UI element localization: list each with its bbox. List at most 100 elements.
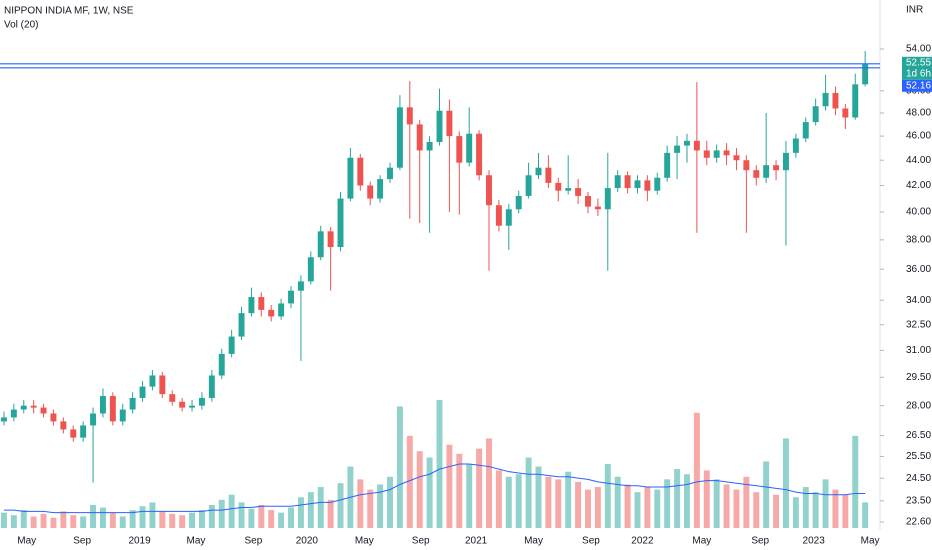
candle-body <box>377 179 384 199</box>
candle-body <box>119 409 126 422</box>
volume-bar <box>198 510 205 528</box>
price-label: 52.55 <box>906 57 931 68</box>
y-tick-label: 36.00 <box>906 264 931 275</box>
volume-bar <box>723 484 730 528</box>
price-label-box <box>902 67 932 80</box>
volume-bar <box>139 506 146 528</box>
candle-body <box>20 405 27 410</box>
volume-bar <box>169 513 176 528</box>
volume-bar <box>387 476 393 528</box>
candle-body <box>278 303 285 317</box>
volume-bar <box>604 464 611 528</box>
y-tick-label: 26.50 <box>906 430 931 441</box>
candle-body <box>624 175 631 189</box>
volume-bar <box>337 483 344 528</box>
candle-body <box>456 136 463 163</box>
x-tick-label: 2021 <box>465 536 488 547</box>
volume-bar <box>525 457 532 528</box>
candle-body <box>565 188 572 191</box>
volume-bar <box>268 510 275 528</box>
candle-body <box>0 417 7 422</box>
candle-body <box>159 375 166 395</box>
candle-body <box>70 429 77 438</box>
candle-body <box>307 257 314 282</box>
x-tick-label: Sep <box>412 536 430 547</box>
candle-body <box>505 209 512 226</box>
candle-body <box>10 409 17 418</box>
volume-bar <box>495 470 502 528</box>
volume-bar <box>664 479 671 528</box>
volume-bar <box>782 438 789 528</box>
candle-body <box>535 167 542 176</box>
candle-body <box>486 175 492 206</box>
volume-bar <box>713 479 720 528</box>
candle-body <box>436 110 443 143</box>
volume-bar <box>228 494 235 528</box>
x-tick-label: 2023 <box>803 536 826 547</box>
candle-body <box>129 397 136 410</box>
volume-bar <box>486 438 492 528</box>
price-label-box <box>902 56 932 69</box>
candle-body <box>832 92 839 109</box>
currency-label: INR <box>906 5 923 16</box>
volume-bar <box>832 489 839 528</box>
volume-bar <box>763 461 770 528</box>
candle-body <box>792 138 799 153</box>
candle-body <box>684 140 690 146</box>
volume-bar <box>189 512 196 528</box>
x-tick-label: Sep <box>751 536 769 547</box>
volume-bar <box>703 470 710 528</box>
volume-bar <box>288 507 294 528</box>
volume-bar <box>505 476 512 528</box>
candle-body <box>733 155 740 161</box>
x-tick-label: May <box>524 536 543 547</box>
y-tick-label: 28.00 <box>906 400 931 411</box>
volume-bar <box>40 513 47 528</box>
volume-bar <box>149 502 156 528</box>
x-tick-label: May <box>861 536 880 547</box>
volume-bar <box>466 464 473 528</box>
volume-bar <box>307 492 314 528</box>
candle-body <box>466 133 473 163</box>
candle-body <box>60 421 67 430</box>
x-tick-label: May <box>355 536 374 547</box>
volume-bar <box>684 474 690 528</box>
volume-bar <box>743 476 750 528</box>
x-tick-label: 2022 <box>631 536 654 547</box>
candle-body <box>634 180 641 189</box>
volume-bar <box>852 435 859 528</box>
candle-body <box>842 108 849 118</box>
candle-body <box>614 175 621 189</box>
x-tick-label: Sep <box>245 536 263 547</box>
candle-body <box>585 195 591 207</box>
volume-bar <box>476 448 483 528</box>
x-tick-label: May <box>17 536 36 547</box>
price-label-box <box>902 79 932 92</box>
candle-body <box>109 396 116 422</box>
candle-body <box>426 142 433 151</box>
candle-body <box>347 157 354 199</box>
candle-body <box>406 107 413 125</box>
volume-bar <box>357 479 364 528</box>
candle-body <box>703 150 710 158</box>
x-tick-label: May <box>692 536 711 547</box>
candle-body <box>99 396 106 414</box>
candle-body <box>416 124 423 151</box>
volume-bar <box>862 502 869 528</box>
y-tick-label: 29.50 <box>906 372 931 383</box>
volume-bar <box>634 492 641 528</box>
volume-bar <box>594 487 601 528</box>
candle-body <box>208 375 215 398</box>
volume-bar <box>812 492 819 528</box>
volume-bar <box>674 469 681 528</box>
volume-bar <box>60 511 67 528</box>
volume-bar <box>792 497 799 528</box>
candle-body <box>337 198 344 248</box>
volume-bar <box>129 510 136 528</box>
candle-body <box>654 177 661 191</box>
candle-body <box>268 309 275 317</box>
candle-body <box>30 405 37 408</box>
volume-bar <box>208 504 215 528</box>
y-tick-label: 25.50 <box>906 451 931 462</box>
